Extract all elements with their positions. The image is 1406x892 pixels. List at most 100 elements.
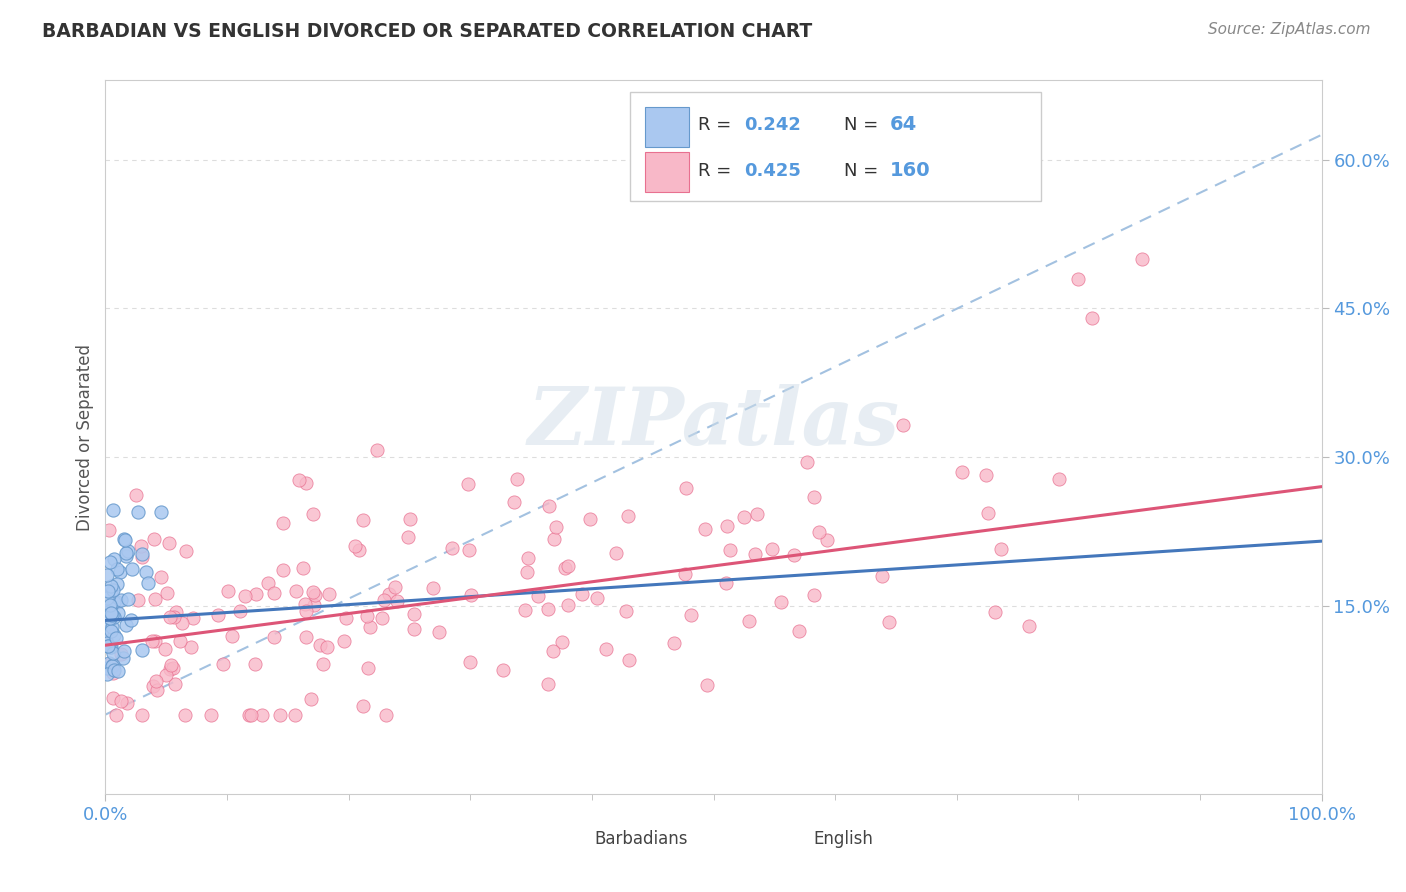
Point <box>103 551 125 566</box>
Point <box>160 658 183 673</box>
Point <box>304 599 326 613</box>
Point <box>384 580 406 594</box>
Point <box>217 583 239 598</box>
Point <box>537 677 560 691</box>
Point <box>100 586 122 600</box>
Point <box>295 475 318 490</box>
Point <box>294 597 316 611</box>
Point <box>98 610 121 624</box>
Text: BARBADIAN VS ENGLISH DIVORCED OR SEPARATED CORRELATION CHART: BARBADIAN VS ENGLISH DIVORCED OR SEPARAT… <box>42 22 813 41</box>
Point <box>101 582 124 597</box>
Point <box>269 707 291 722</box>
Point <box>200 707 222 722</box>
Point <box>716 576 738 591</box>
Point <box>156 586 179 600</box>
Point <box>693 522 716 536</box>
Point <box>335 611 357 625</box>
Point <box>162 610 184 624</box>
Text: English: English <box>813 830 873 847</box>
Point <box>115 549 138 563</box>
Text: 64: 64 <box>890 115 917 134</box>
Point <box>105 577 128 591</box>
Point <box>557 559 579 574</box>
Point <box>891 417 914 432</box>
Point <box>114 618 136 632</box>
Point <box>101 619 124 633</box>
FancyBboxPatch shape <box>645 152 689 192</box>
Point <box>101 607 124 622</box>
Point <box>285 584 308 599</box>
Point <box>803 490 825 504</box>
Point <box>385 594 408 608</box>
Point <box>131 643 153 657</box>
Point <box>145 673 167 688</box>
Point <box>121 562 143 576</box>
Point <box>396 531 419 545</box>
Point <box>718 542 741 557</box>
Point <box>117 543 139 558</box>
Point <box>366 443 388 458</box>
Point <box>103 628 125 642</box>
Point <box>984 605 1007 619</box>
FancyBboxPatch shape <box>546 822 588 856</box>
Point <box>110 565 132 579</box>
Point <box>422 581 444 595</box>
Point <box>105 561 128 575</box>
Text: 160: 160 <box>890 161 931 180</box>
Point <box>252 707 274 722</box>
Point <box>103 595 125 609</box>
Point <box>159 662 181 676</box>
Point <box>229 604 252 618</box>
Point <box>977 506 1000 520</box>
Point <box>110 694 132 708</box>
Point <box>554 561 576 575</box>
Point <box>98 657 121 672</box>
Point <box>181 611 204 625</box>
FancyBboxPatch shape <box>645 107 689 146</box>
Point <box>98 556 121 570</box>
Point <box>371 611 394 625</box>
Point <box>302 507 325 521</box>
Point <box>974 467 997 482</box>
Point <box>101 503 124 517</box>
Point <box>104 631 127 645</box>
Point <box>96 568 118 582</box>
Point <box>673 567 696 582</box>
Point <box>97 613 120 627</box>
Point <box>143 532 166 546</box>
Point <box>162 661 184 675</box>
Point <box>131 547 153 561</box>
Point <box>312 657 335 671</box>
Point <box>103 646 125 660</box>
Point <box>173 707 195 722</box>
Point <box>120 613 142 627</box>
Point <box>155 641 177 656</box>
Point <box>291 561 314 575</box>
Text: ZIPatlas: ZIPatlas <box>527 384 900 461</box>
Point <box>96 606 118 620</box>
Point <box>143 591 166 606</box>
Point <box>457 476 479 491</box>
Point <box>141 634 163 648</box>
Point <box>744 547 766 561</box>
Point <box>100 624 122 639</box>
Point <box>96 616 118 631</box>
Point <box>543 644 565 658</box>
Point <box>103 657 125 672</box>
Point <box>284 707 307 722</box>
Point <box>617 508 640 523</box>
Point <box>101 690 124 705</box>
Point <box>157 535 180 549</box>
Point <box>769 595 792 609</box>
Text: Barbadians: Barbadians <box>595 830 688 847</box>
Point <box>233 589 256 603</box>
Point <box>107 606 129 620</box>
Point <box>990 541 1012 556</box>
Point <box>1018 619 1040 633</box>
Point <box>347 542 370 557</box>
Point <box>142 679 165 693</box>
Point <box>505 472 527 486</box>
Point <box>378 587 401 601</box>
Point <box>543 532 565 546</box>
Point <box>96 624 118 638</box>
